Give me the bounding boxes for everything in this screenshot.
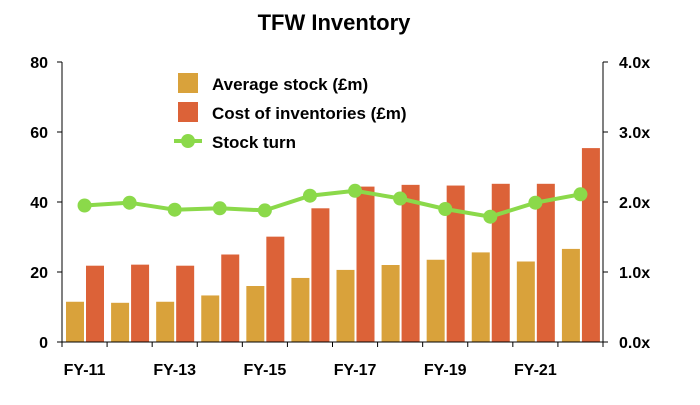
chart-title: TFW Inventory	[258, 10, 412, 35]
average-stock-bar-FY-14	[201, 295, 220, 342]
left-tick-label: 60	[30, 125, 48, 142]
stock-turn-point-FY-14	[212, 201, 227, 216]
average-stock-bar-FY-15	[246, 286, 265, 342]
stock-turn-line	[84, 188, 581, 219]
x-tick-label: FY-15	[244, 362, 287, 379]
x-tick-label: FY-21	[514, 362, 557, 379]
bars-layer	[66, 148, 600, 342]
stock-turn-point-FY-19	[438, 202, 453, 216]
stock-turn-point-FY-18	[393, 191, 408, 206]
cost-of-inventories-bar-FY-22	[581, 148, 600, 342]
stock-turn-point-FY-15	[257, 203, 272, 218]
cost-of-inventories-bar-FY-11	[86, 265, 104, 342]
stock-turn-point-FY-13	[167, 202, 182, 217]
stock-turn-point-FY-17	[348, 183, 363, 198]
legend-label: Average stock (£m)	[212, 75, 368, 94]
cost-of-inventories-bar-FY-16	[311, 208, 330, 342]
left-tick-label: 0	[39, 335, 48, 352]
average-stock-bar-FY-19	[426, 259, 445, 342]
average-stock-bar-FY-13	[156, 301, 175, 342]
right-tick-label: 1.0x	[619, 265, 650, 282]
x-tick-label: FY-19	[424, 362, 467, 379]
cost-of-inventories-bar-FY-13	[176, 265, 195, 342]
right-tick-label: 2.0x	[619, 195, 650, 212]
cost-of-inventories-bar-FY-21	[536, 183, 555, 342]
stock-turn-point-FY-22	[573, 187, 588, 202]
stock-turn-point-FY-20	[483, 209, 498, 224]
right-tick-label: 4.0x	[619, 55, 650, 72]
average-stock-bar-FY-18	[381, 265, 400, 342]
average-stock-bar-FY-16	[291, 277, 310, 342]
cost-of-inventories-bar-FY-20	[491, 183, 510, 342]
legend-swatch-cost-of-inventories	[178, 102, 198, 122]
x-tick-label: FY-17	[334, 362, 377, 379]
average-stock-bar-FY-17	[336, 269, 355, 342]
stock-turn-line-layer	[77, 183, 588, 224]
left-tick-label: 80	[30, 55, 48, 72]
right-tick-label: 3.0x	[619, 125, 650, 142]
legend: Average stock (£m) Cost of inventories (£…	[174, 73, 407, 152]
legend-label: Cost of inventories (£m)	[212, 104, 407, 123]
legend-swatch-average-stock	[178, 73, 198, 93]
legend-marker-stock-turn	[181, 134, 195, 148]
stock-turn-point-FY-16	[302, 188, 317, 203]
cost-of-inventories-bar-FY-12	[131, 264, 150, 342]
right-tick-label: 0.0x	[619, 335, 650, 352]
cost-of-inventories-bar-FY-14	[221, 254, 240, 342]
average-stock-bar-FY-11	[66, 301, 84, 342]
cost-of-inventories-bar-FY-17	[356, 186, 375, 342]
stock-turn-point-FY-12	[122, 195, 137, 210]
axes-layer: 0 20 40 60 80 0.0x 1.0x 2.0x 3.0x 4.0x FY-11 FY-13 F…	[30, 55, 650, 379]
cost-of-inventories-bar-FY-15	[266, 236, 285, 342]
cost-of-inventories-bar-FY-18	[401, 184, 420, 342]
average-stock-bar-FY-12	[111, 302, 130, 342]
average-stock-bar-FY-21	[516, 261, 535, 342]
cost-of-inventories-bar-FY-19	[446, 185, 465, 342]
left-tick-label: 20	[30, 265, 48, 282]
stock-turn-point-FY-21	[528, 195, 543, 210]
stock-turn-point-FY-11	[77, 198, 92, 213]
average-stock-bar-FY-22	[561, 248, 580, 342]
x-tick-label: FY-11	[64, 362, 106, 379]
legend-label: Stock turn	[212, 133, 296, 152]
left-tick-label: 40	[30, 195, 48, 212]
x-tick-label: FY-13	[153, 362, 196, 379]
average-stock-bar-FY-20	[471, 252, 490, 342]
